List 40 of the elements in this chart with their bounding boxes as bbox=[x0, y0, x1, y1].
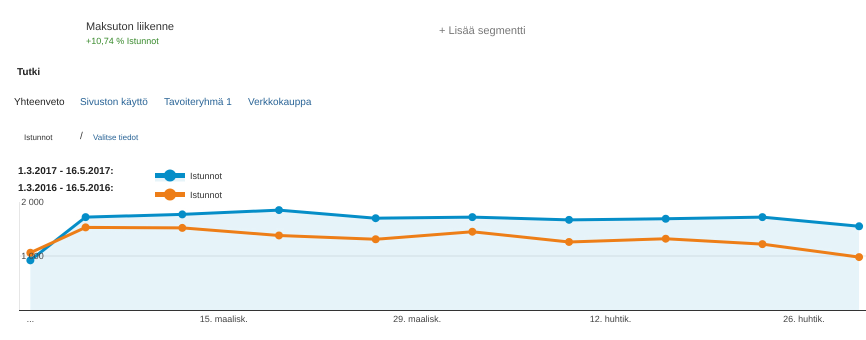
y-tick-label: 1 000 bbox=[21, 251, 44, 262]
text: +10,74 % Istunnot bbox=[86, 36, 160, 46]
point bbox=[468, 228, 476, 236]
text: Sivuston käyttö bbox=[80, 97, 148, 108]
text: Istunnot bbox=[24, 133, 54, 142]
text: Tavoiteryhmä 1 bbox=[164, 97, 232, 108]
point bbox=[178, 224, 186, 232]
text: / bbox=[80, 131, 83, 142]
point bbox=[372, 214, 380, 222]
x-tick-label: 15. maalisk. bbox=[200, 314, 248, 324]
point bbox=[758, 240, 766, 248]
point bbox=[82, 213, 90, 222]
point bbox=[468, 213, 476, 222]
text: Tutki bbox=[17, 67, 40, 78]
x-tick-label: 29. maalisk. bbox=[393, 314, 442, 324]
point bbox=[855, 222, 864, 230]
text: Maksuton liikenne bbox=[86, 21, 174, 33]
point bbox=[274, 206, 283, 214]
text: Yhteenveto bbox=[14, 97, 66, 108]
legend-label: Istunnot bbox=[190, 171, 223, 182]
point bbox=[82, 223, 90, 232]
point bbox=[274, 231, 283, 240]
text: 1.3.2017 - 16.5.2017: bbox=[18, 166, 114, 177]
point bbox=[178, 210, 186, 218]
text: Valitse tiedot bbox=[93, 133, 139, 142]
point bbox=[855, 253, 864, 262]
point bbox=[662, 214, 670, 223]
x-tick-label: 12. huhtik. bbox=[590, 314, 632, 324]
point bbox=[372, 235, 380, 244]
point bbox=[662, 234, 670, 243]
point bbox=[758, 213, 766, 222]
legend-label: Istunnot bbox=[190, 190, 223, 200]
y-tick-label: 2 000 bbox=[21, 197, 44, 208]
text: Verkkokauppa bbox=[248, 97, 312, 108]
point bbox=[565, 216, 574, 224]
point bbox=[565, 238, 574, 246]
x-tick-label: ... bbox=[26, 314, 34, 324]
text: + Lisää segmentti bbox=[439, 25, 526, 37]
x-tick-label: 26. huhtik. bbox=[783, 314, 825, 324]
text: 1.3.2016 - 16.5.2016: bbox=[18, 183, 114, 194]
